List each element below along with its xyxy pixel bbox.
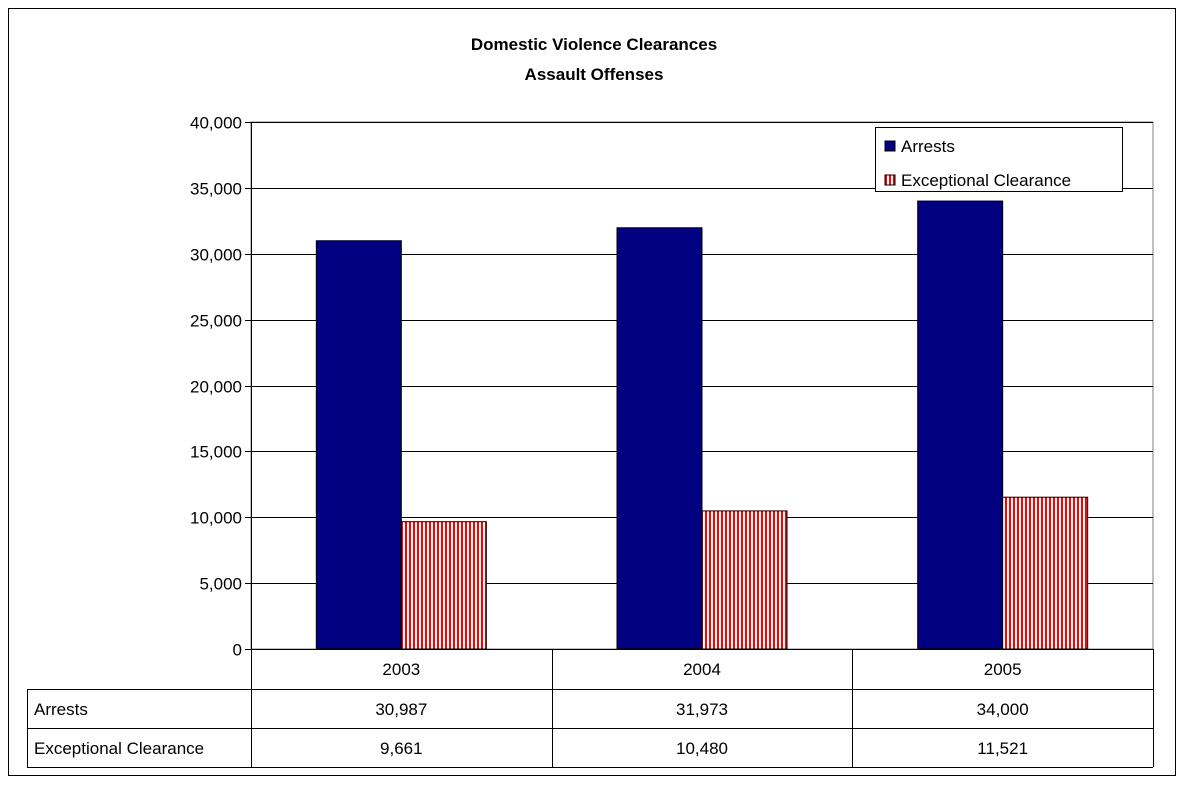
y-tick-label: 40,000 bbox=[190, 114, 242, 133]
bar-arrests-2005 bbox=[917, 200, 1004, 650]
chart-subtitle: Assault Offenses bbox=[525, 65, 664, 84]
bar-chart: Domestic Violence Clearances Assault Off… bbox=[27, 35, 1154, 768]
bar-exceptional-clearance-2004 bbox=[701, 510, 788, 650]
data-table: 2003 30,987 9,661 2004 31,973 10,480 2005 34,00… bbox=[27, 649, 1154, 768]
y-axis: 0 5,000 10,000 15,000 20,000 25,000 30,000 35,0… bbox=[190, 114, 252, 660]
bars bbox=[315, 200, 1089, 650]
legend-label: Arrests bbox=[901, 137, 955, 156]
legend: Arrests Exceptional Clearance bbox=[875, 127, 1123, 192]
x-tick-label: 2003 bbox=[382, 660, 420, 679]
row-header: Exceptional Clearance bbox=[34, 739, 204, 758]
y-tick-label: 25,000 bbox=[190, 312, 242, 331]
chart-title: Domestic Violence Clearances bbox=[471, 35, 717, 54]
y-tick-label: 20,000 bbox=[190, 378, 242, 397]
bar-arrests-2003 bbox=[315, 240, 402, 650]
bar-exceptional-clearance-2003 bbox=[400, 521, 487, 650]
y-tick-label: 30,000 bbox=[190, 246, 242, 265]
y-tick-label: 5,000 bbox=[199, 575, 242, 594]
row-header: Arrests bbox=[34, 700, 88, 719]
x-tick-label: 2004 bbox=[683, 660, 721, 679]
data-label: 10,480 bbox=[676, 739, 728, 758]
legend-swatch bbox=[884, 140, 896, 152]
data-label: 34,000 bbox=[977, 700, 1029, 719]
data-label: 9,661 bbox=[380, 739, 423, 758]
chart-frame: Domestic Violence Clearances Assault Off… bbox=[8, 8, 1176, 776]
legend-swatch bbox=[884, 174, 896, 186]
y-tick-label: 10,000 bbox=[190, 509, 242, 528]
bar-arrests-2004 bbox=[616, 227, 703, 650]
x-tick-label: 2005 bbox=[984, 660, 1022, 679]
data-label: 11,521 bbox=[977, 739, 1028, 758]
y-tick-label: 15,000 bbox=[190, 443, 242, 462]
legend-box bbox=[875, 127, 1123, 192]
y-tick-label: 35,000 bbox=[190, 180, 242, 199]
y-tick-label: 0 bbox=[233, 641, 242, 660]
data-label: 31,973 bbox=[676, 700, 728, 719]
data-label: 30,987 bbox=[375, 700, 427, 719]
bar-exceptional-clearance-2005 bbox=[1002, 496, 1089, 650]
legend-label: Exceptional Clearance bbox=[901, 171, 1071, 190]
